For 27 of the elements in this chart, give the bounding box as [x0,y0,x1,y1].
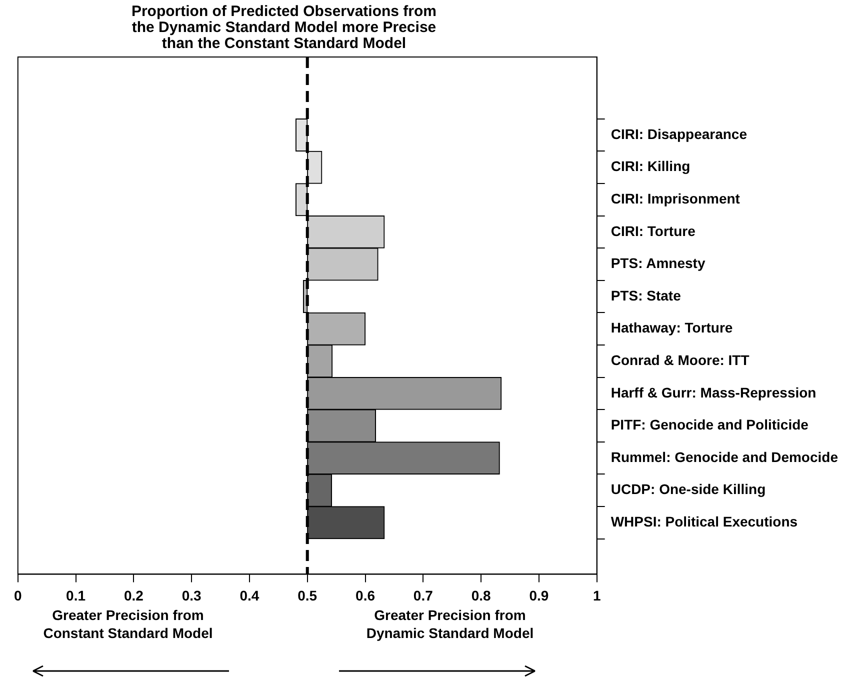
y-tick-label: CIRI: Imprisonment [610,190,740,206]
x-tick-label: 1 [592,587,601,604]
x-tick-label: 0.4 [240,587,260,604]
text: Greater Precision from Dynamic Standard Model [365,606,535,642]
text: Greater Precision from Constant Standard Model [42,606,214,642]
x-tick-label: 0.7 [413,587,434,604]
x-tick-label: 0.9 [529,587,549,604]
y-tick-label: CIRI: Disappearance [610,126,748,142]
y-tick-label: Rummel: Genocide and Democide [610,448,838,465]
x-tick-label: 0.3 [182,587,202,604]
y-tick-label: PTS: Amnesty [610,255,706,272]
y-tick-label: CIRI: Killing [610,158,690,174]
x-tick-label: 0.8 [471,587,491,604]
y-tick-label: PTS: State [610,287,682,304]
y-tick-label: PITF: Genocide and Politicide [610,416,809,433]
chart-title: Proportion of Predicted Observations from the Dynamic Standard Model more Precise than the Constant Standard Model [130,3,438,52]
x-tick-label: 0.1 [66,587,86,604]
x-tick-label: 0 [14,587,22,604]
y-tick-label: WHPSI: Political Executions [610,514,798,530]
y-tick-label: Conrad & Moore: ITT [610,352,750,368]
x-tick-label: 0.6 [356,587,376,604]
y-tick-label: Hathaway: Torture [610,320,733,336]
y-tick-label: Harff & Gurr: Mass-Repression [610,384,816,400]
x-tick-label: 0.5 [298,587,318,604]
y-tick-label: UCDP: One-side Killing [610,481,766,498]
y-tick-label: CIRI: Torture [610,222,696,239]
x-tick-label: 0.2 [124,587,144,604]
